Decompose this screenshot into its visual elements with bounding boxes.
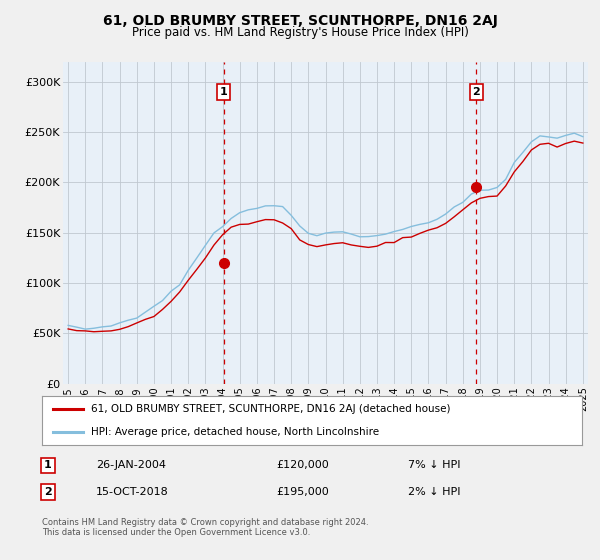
- Text: £120,000: £120,000: [276, 460, 329, 470]
- Text: Contains HM Land Registry data © Crown copyright and database right 2024.
This d: Contains HM Land Registry data © Crown c…: [42, 518, 368, 538]
- Text: 1: 1: [44, 460, 52, 470]
- Text: 61, OLD BRUMBY STREET, SCUNTHORPE, DN16 2AJ: 61, OLD BRUMBY STREET, SCUNTHORPE, DN16 …: [103, 14, 497, 28]
- Text: 15-OCT-2018: 15-OCT-2018: [96, 487, 169, 497]
- Text: 2: 2: [44, 487, 52, 497]
- Text: 2: 2: [472, 87, 480, 97]
- Text: £195,000: £195,000: [276, 487, 329, 497]
- Text: 1: 1: [220, 87, 227, 97]
- Text: Price paid vs. HM Land Registry's House Price Index (HPI): Price paid vs. HM Land Registry's House …: [131, 26, 469, 39]
- Text: 61, OLD BRUMBY STREET, SCUNTHORPE, DN16 2AJ (detached house): 61, OLD BRUMBY STREET, SCUNTHORPE, DN16 …: [91, 404, 450, 414]
- Text: 7% ↓ HPI: 7% ↓ HPI: [408, 460, 461, 470]
- Text: HPI: Average price, detached house, North Lincolnshire: HPI: Average price, detached house, Nort…: [91, 427, 379, 437]
- Text: 2% ↓ HPI: 2% ↓ HPI: [408, 487, 461, 497]
- Text: 26-JAN-2004: 26-JAN-2004: [96, 460, 166, 470]
